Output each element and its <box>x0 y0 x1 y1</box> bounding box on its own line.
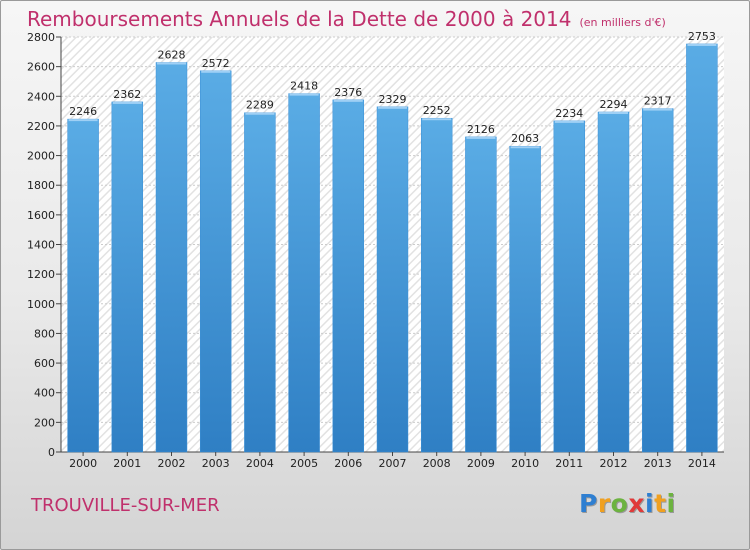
bar-value-label: 2246 <box>69 105 97 118</box>
x-tick-label: 2002 <box>158 457 186 470</box>
y-tick-label: 600 <box>34 357 55 370</box>
y-tick-label: 0 <box>48 446 55 459</box>
bar <box>67 118 99 453</box>
x-tick-label: 2006 <box>334 457 362 470</box>
bar-value-label: 2418 <box>290 80 318 93</box>
x-tick-label: 2010 <box>511 457 539 470</box>
bar-highlight <box>554 120 584 123</box>
bar-highlight <box>112 101 142 104</box>
y-tick-label: 1200 <box>27 268 55 281</box>
x-tick-label: 2009 <box>467 457 495 470</box>
x-tick-label: 2007 <box>379 457 407 470</box>
logo-letter: i <box>666 489 676 518</box>
logo-letter: r <box>597 489 611 518</box>
chart-subtitle: (en milliers d'€) <box>579 16 666 29</box>
x-tick-label: 2005 <box>290 457 318 470</box>
chart-title: Remboursements Annuels de la Dette de 20… <box>27 7 666 31</box>
y-tick-label: 1600 <box>27 209 55 222</box>
bar-chart: 0 200 400 600 800 1000 1200 1400 1600 1800 2000 220… <box>27 30 724 470</box>
x-tick-label: 2003 <box>202 457 230 470</box>
bar-value-label: 2234 <box>555 107 583 120</box>
bar-highlight <box>68 119 98 122</box>
x-tick-label: 2014 <box>688 457 716 470</box>
bar-highlight <box>599 111 628 114</box>
bar <box>244 112 276 453</box>
bar-highlight <box>378 106 407 109</box>
x-tick-label: 2001 <box>113 457 141 470</box>
logo-letter: x <box>628 489 645 518</box>
proxiti-logo: Proxiti <box>579 489 676 518</box>
y-tick-label: 1400 <box>27 239 55 252</box>
bar-value-label: 2126 <box>467 123 495 136</box>
bar <box>332 99 365 453</box>
logo-letter: P <box>579 489 598 518</box>
bar-value-label: 2572 <box>202 57 230 70</box>
x-tick-label: 2008 <box>423 457 451 470</box>
bar-value-label: 2289 <box>246 99 274 112</box>
bar <box>420 117 453 453</box>
bar <box>641 108 674 453</box>
bar-highlight <box>245 112 275 115</box>
x-tick-label: 2013 <box>644 457 672 470</box>
logo-letter: t <box>654 489 667 518</box>
bar <box>376 106 409 453</box>
y-tick-label: 400 <box>34 387 55 400</box>
y-tick-label: 2400 <box>27 90 55 103</box>
bar-highlight <box>157 62 186 65</box>
bar-highlight <box>687 43 717 46</box>
bar-value-label: 2317 <box>644 95 672 108</box>
y-tick-label: 2600 <box>27 61 55 74</box>
city-name: TROUVILLE-SUR-MER <box>31 495 220 516</box>
x-tick-label: 2011 <box>555 457 583 470</box>
bar <box>553 120 586 453</box>
y-tick-label: 1000 <box>27 298 55 311</box>
bar-value-label: 2362 <box>113 88 141 101</box>
bar-value-label: 2063 <box>511 132 539 145</box>
bar-value-label: 2252 <box>423 104 451 117</box>
bar-highlight <box>201 70 231 73</box>
y-tick-label: 1800 <box>27 179 55 192</box>
bar-value-label: 2294 <box>600 98 628 111</box>
logo-letter: i <box>645 489 655 518</box>
bar-highlight <box>510 146 540 149</box>
bar-highlight <box>422 118 452 121</box>
x-tick-label: 2004 <box>246 457 274 470</box>
bar <box>111 101 144 453</box>
y-tick-label: 800 <box>34 327 55 340</box>
chart-title-text: Remboursements Annuels de la Dette de 20… <box>27 7 572 31</box>
bar <box>597 111 630 453</box>
logo-letter: o <box>610 489 629 518</box>
bar-value-label: 2753 <box>688 30 716 43</box>
y-tick-label: 2800 <box>27 31 55 44</box>
bar-value-label: 2376 <box>334 86 362 99</box>
bar <box>509 145 541 453</box>
bar <box>465 136 497 453</box>
bar-value-label: 2628 <box>158 48 186 61</box>
y-tick-label: 200 <box>34 416 55 429</box>
bar-highlight <box>466 136 496 139</box>
x-tick-label: 2012 <box>600 457 628 470</box>
bar <box>199 70 232 453</box>
x-tick-label: 2000 <box>69 457 97 470</box>
bar-highlight <box>289 93 319 96</box>
bar <box>155 62 188 453</box>
bar-value-label: 2329 <box>379 93 407 106</box>
bar-highlight <box>333 99 363 102</box>
bar <box>288 93 320 453</box>
bar <box>686 43 718 453</box>
y-tick-label: 2000 <box>27 150 55 163</box>
y-tick-label: 2200 <box>27 120 55 133</box>
bar-highlight <box>643 108 673 111</box>
